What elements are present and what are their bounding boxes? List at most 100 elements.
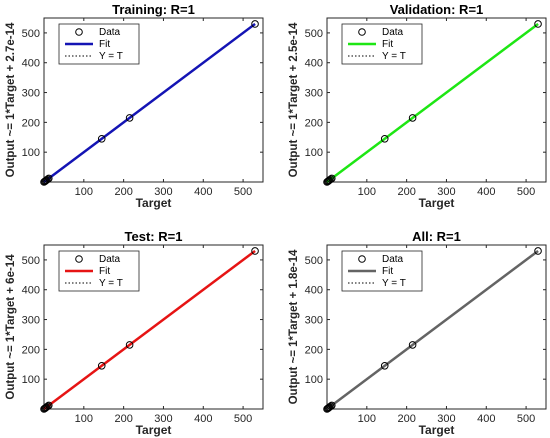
y-tick-label: 400: [22, 285, 40, 297]
legend-fit-label: Fit: [99, 39, 110, 50]
chart-title: All: R=1: [412, 229, 461, 244]
x-tick-label: 200: [397, 186, 415, 198]
x-tick-label: 400: [477, 413, 495, 425]
x-tick-label: 200: [114, 186, 132, 198]
x-axis-label: Target: [419, 423, 455, 437]
x-tick-label: 500: [517, 413, 535, 425]
x-axis-label: Target: [136, 423, 172, 437]
legend-data-marker: [75, 255, 83, 263]
y-tick-label: 500: [305, 255, 323, 267]
legend-data-marker: [358, 255, 366, 263]
y-tick-label: 300: [305, 315, 323, 327]
legend-data-label: Data: [99, 27, 121, 38]
legend-data-marker: [75, 28, 83, 36]
data-point: [325, 176, 334, 185]
x-tick-label: 400: [477, 186, 495, 198]
fit-line: [326, 22, 539, 184]
legend-fit-label: Fit: [99, 266, 110, 277]
x-tick-label: 400: [194, 186, 212, 198]
x-axis-label: Target: [419, 196, 455, 210]
data-point: [327, 401, 336, 410]
legend-box: [341, 250, 423, 292]
data-point: [44, 401, 53, 410]
fit-line: [43, 249, 256, 411]
x-tick-label: 300: [437, 186, 455, 198]
y-tick-label: 500: [305, 28, 323, 40]
legend-identity-label: Y = T: [382, 278, 406, 289]
data-point: [42, 403, 51, 412]
data-point: [125, 114, 134, 122]
x-tick-label: 200: [114, 413, 132, 425]
legend-data-label: Data: [382, 254, 404, 265]
y-tick-label: 100: [305, 374, 323, 386]
x-tick-label: 300: [154, 186, 172, 198]
data-point: [534, 20, 542, 28]
data-point: [97, 134, 106, 143]
x-tick-label: 500: [234, 413, 252, 425]
y-tick-label: 200: [22, 117, 40, 129]
data-point: [43, 175, 52, 184]
data-point: [326, 402, 335, 411]
y-tick-label: 500: [22, 28, 40, 40]
chart-title: Test: R=1: [125, 229, 183, 244]
data-point: [43, 402, 52, 411]
x-tick-label: 500: [234, 186, 252, 198]
data-point: [327, 174, 336, 183]
y-axis-label: Output ~= 1*Target + 1.8e-14: [288, 249, 300, 404]
y-tick-label: 100: [305, 147, 323, 159]
chart-panel-2: Validation: R=1 100 200 300 400 500 100 200 300 4…: [288, 2, 547, 210]
fit-line: [326, 249, 539, 411]
x-tick-label: 300: [154, 413, 172, 425]
y-axis-label: Output ~= 1*Target + 2.7e-14: [5, 22, 17, 177]
x-tick-label: 100: [358, 413, 376, 425]
data-point: [534, 247, 542, 255]
y-tick-label: 100: [22, 147, 40, 159]
x-tick-label: 200: [397, 413, 415, 425]
x-tick-label: 500: [517, 186, 535, 198]
chart-panel-3: Test: R=1 100 200 300 400 500 100 200 300 400 500 T…: [5, 229, 264, 437]
data-point: [325, 403, 334, 412]
data-point: [326, 175, 335, 184]
legend-data-label: Data: [382, 27, 404, 38]
x-tick-label: 100: [75, 186, 93, 198]
legend-fit-label: Fit: [382, 39, 393, 50]
y-tick-label: 500: [22, 255, 40, 267]
y-tick-label: 200: [305, 117, 323, 129]
data-point: [251, 20, 259, 28]
chart-panel-4: All: R=1 100 200 300 400 500 100 200 300 400 500 Ta…: [288, 229, 547, 437]
legend-fit-label: Fit: [382, 266, 393, 277]
y-tick-label: 200: [305, 344, 323, 356]
y-tick-label: 400: [305, 285, 323, 297]
y-tick-label: 400: [305, 58, 323, 70]
legend-data-label: Data: [99, 254, 121, 265]
y-tick-label: 300: [305, 88, 323, 100]
data-point: [380, 361, 389, 370]
y-tick-label: 300: [22, 315, 40, 327]
y-tick-label: 200: [22, 344, 40, 356]
y-axis-label: Output ~= 1*Target + 2.5e-14: [288, 22, 300, 177]
data-point: [44, 174, 53, 183]
x-tick-label: 100: [358, 186, 376, 198]
x-tick-label: 100: [75, 413, 93, 425]
data-point: [408, 341, 417, 349]
data-point: [97, 361, 106, 370]
legend-data-marker: [358, 28, 366, 36]
x-tick-label: 300: [437, 413, 455, 425]
y-tick-label: 100: [22, 374, 40, 386]
legend-identity-label: Y = T: [99, 278, 123, 289]
data-point: [380, 134, 389, 143]
data-point: [408, 114, 417, 122]
legend-identity-label: Y = T: [382, 51, 406, 62]
x-axis-label: Target: [136, 196, 172, 210]
x-tick-label: 400: [194, 413, 212, 425]
y-tick-label: 400: [22, 58, 40, 70]
y-tick-label: 300: [22, 88, 40, 100]
y-axis-label: Output ~= 1*Target + 6e-14: [5, 254, 17, 400]
chart-panel-1: Training: R=1 100 200 300 400 500 100 200 300 400…: [5, 2, 264, 210]
fit-line: [43, 22, 256, 184]
data-point: [251, 247, 259, 255]
